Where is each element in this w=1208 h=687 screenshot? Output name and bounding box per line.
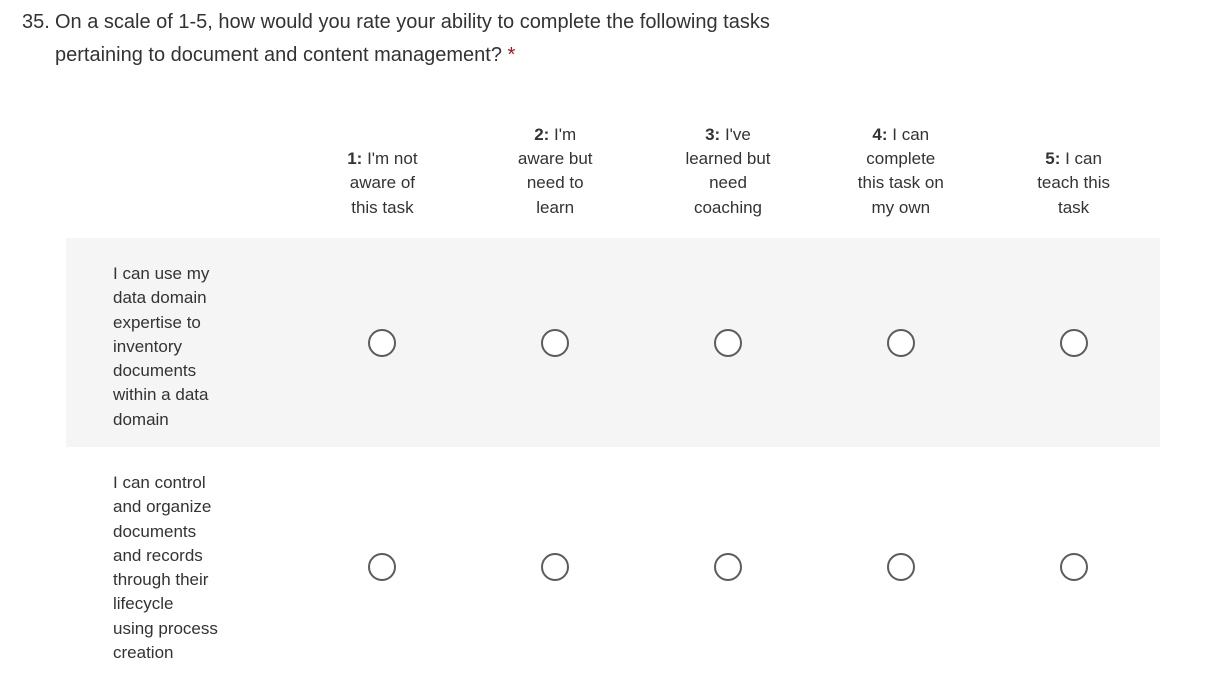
likert-header-1-rest: aware of this task [349,173,415,217]
radio-button-row1-option4[interactable] [886,328,915,357]
likert-row-1-label: I can use my data domain expertise to in… [113,264,210,429]
required-asterisk: * [507,44,516,66]
likert-row-2-cell-2 [469,447,642,687]
likert-row-2-cell-3 [642,447,815,687]
likert-row-1-cell-4 [814,238,987,447]
likert-header-row: 1: I'm not aware of this task 2: I'm awa… [66,72,1160,238]
radio-button-row2-option3[interactable] [713,553,742,581]
radio-button-row1-option5[interactable] [1059,328,1088,357]
radio-button-row1-option3[interactable] [713,328,742,357]
likert-row-1-cell-5 [987,238,1160,447]
likert-header-1-line1: 1: I'm not [347,147,417,171]
scale-value-3: 3: [705,124,721,144]
scale-value-2: 2: [534,124,550,144]
likert-row-2-cell-4 [814,447,987,687]
likert-header-1: 1: I'm not aware of this task [296,72,469,238]
likert-matrix: 1: I'm not aware of this task 2: I'm awa… [66,72,1160,687]
likert-header-1-text: I'm not [367,149,418,169]
radio-button-row2-option1[interactable] [368,553,397,581]
scale-value-5: 5: [1045,149,1061,169]
likert-header-spacer [66,72,296,238]
likert-row-1-cell-1 [296,238,469,447]
likert-row-1: I can use my data domain expertise to in… [66,238,1160,447]
radio-button-row2-option4[interactable] [886,553,915,581]
likert-row-2-cell-5 [987,447,1160,687]
scale-value-1: 1: [347,149,363,169]
likert-header-3-text: I've [724,124,751,144]
likert-header-3: 3: I've learned but need coaching [642,72,815,238]
question-title: On a scale of 1-5, how would you rate yo… [55,6,770,72]
likert-row-2-label: I can control and organize documents and… [113,473,218,663]
question-title-text: On a scale of 1-5, how would you rate yo… [55,11,770,66]
likert-header-4-rest: complete this task on my own [857,149,944,217]
likert-header-5: 5: I can teach this task [987,72,1160,238]
likert-header-2-line1: 2: I'm [534,123,576,147]
likert-row-2-cell-1 [296,447,469,687]
question-header: 35. On a scale of 1-5, how would you rat… [22,6,1208,72]
likert-header-2-text: I'm [554,124,577,144]
likert-header-5-text: I can [1065,149,1102,169]
likert-header-5-rest: teach this task [1037,173,1110,217]
radio-button-row2-option5[interactable] [1059,553,1088,581]
radio-button-row2-option2[interactable] [541,553,570,581]
scale-value-4: 4: [872,124,888,144]
radio-button-row1-option1[interactable] [368,328,397,357]
likert-header-3-line1: 3: I've [705,123,751,147]
likert-header-4: 4: I can complete this task on my own [814,72,987,238]
question-number: 35. [22,11,50,33]
radio-button-row1-option2[interactable] [541,328,570,357]
likert-header-2: 2: I'm aware but need to learn [469,72,642,238]
likert-header-4-text: I can [892,124,930,144]
likert-header-5-line1: 5: I can [1045,147,1102,171]
likert-row-1-cell-3 [642,238,815,447]
likert-row-1-cell-2 [469,238,642,447]
likert-header-3-rest: learned but need coaching [685,149,771,217]
likert-row-2: I can control and organize documents and… [66,447,1160,687]
likert-header-4-line1: 4: I can [872,123,929,147]
likert-header-2-rest: aware but need to learn [517,149,593,217]
